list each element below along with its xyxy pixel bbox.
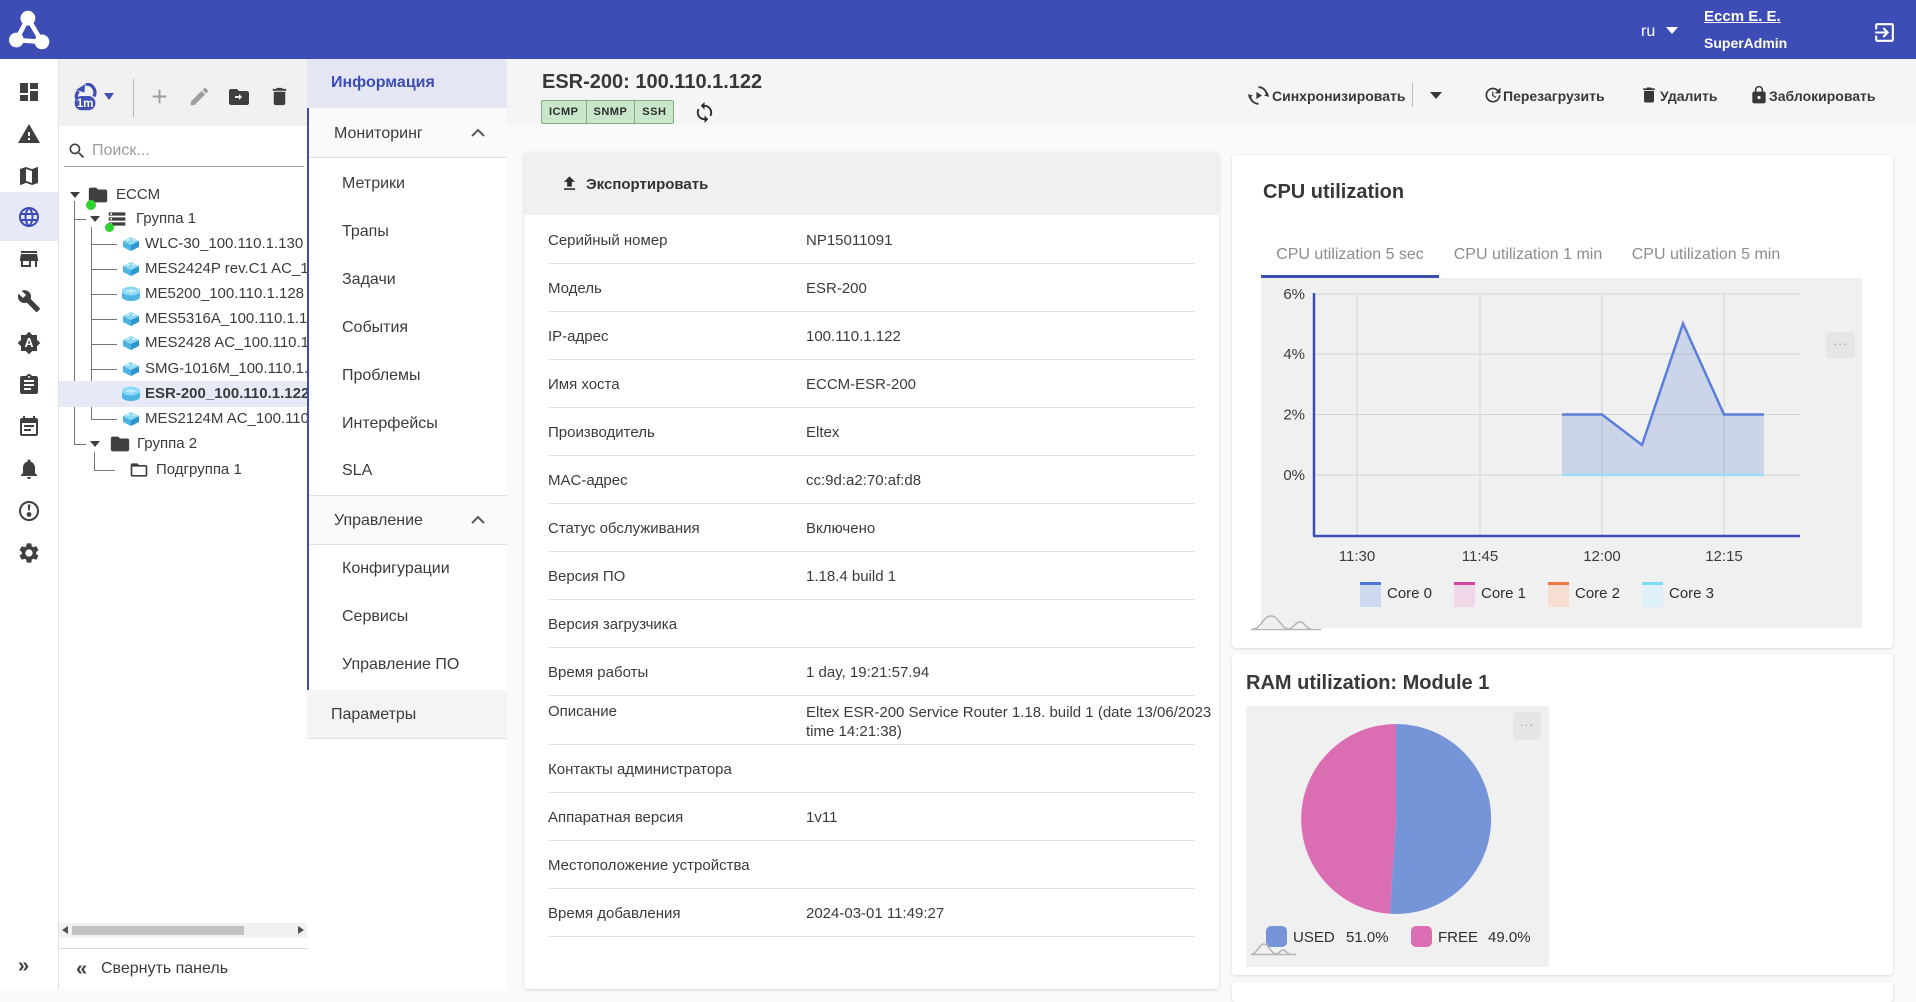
- svg-text:1m: 1m: [77, 98, 94, 110]
- svg-text:6%: 6%: [1283, 286, 1305, 303]
- svg-text:12:15: 12:15: [1705, 548, 1743, 565]
- svg-text:4%: 4%: [1283, 346, 1305, 363]
- svg-text:0%: 0%: [1283, 467, 1305, 484]
- svg-text:11:45: 11:45: [1462, 548, 1498, 565]
- svg-text:2%: 2%: [1283, 407, 1305, 424]
- svg-text:12:00: 12:00: [1583, 548, 1621, 565]
- svg-text:11:30: 11:30: [1339, 548, 1375, 565]
